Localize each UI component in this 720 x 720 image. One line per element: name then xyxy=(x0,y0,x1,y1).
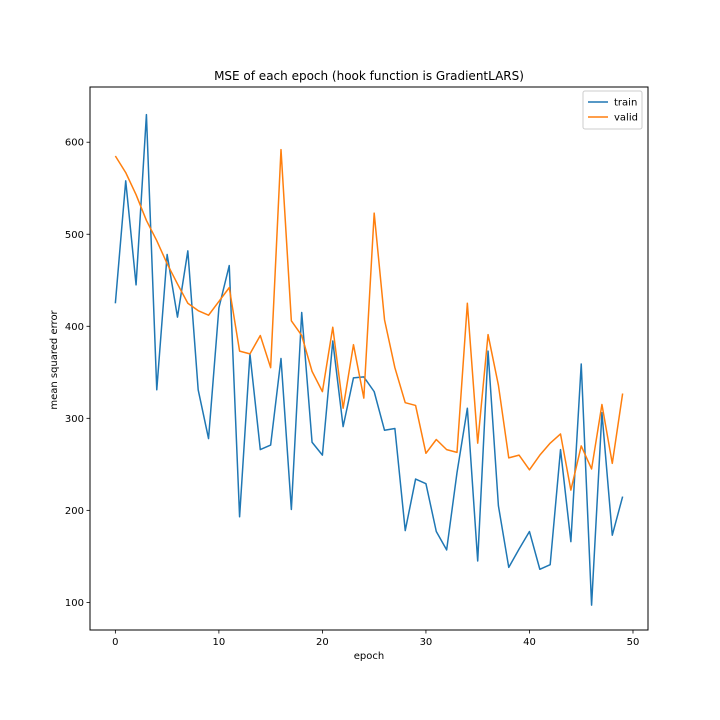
x-tick-label: 20 xyxy=(316,637,329,648)
y-tick-label: 300 xyxy=(65,414,84,425)
x-tick-label: 10 xyxy=(213,637,226,648)
x-tick-label: 40 xyxy=(523,637,536,648)
y-tick-label: 600 xyxy=(65,138,84,149)
legend-box xyxy=(582,90,643,130)
y-tick-label: 500 xyxy=(65,230,84,241)
legend-label-valid: valid xyxy=(614,113,638,124)
plot-frame xyxy=(89,86,649,631)
series-line-valid xyxy=(114,148,624,491)
x-tick-label: 0 xyxy=(112,637,118,648)
legend-label-train: train xyxy=(614,98,637,109)
y-axis-label: mean squared error xyxy=(49,309,60,409)
x-tick-label: 50 xyxy=(627,637,640,648)
y-tick-label: 200 xyxy=(65,506,84,517)
x-axis-label: epoch xyxy=(354,651,384,662)
plot-area: 0 10 20 30 40 50 100 200 300 400 500 600 train valid xyxy=(65,86,649,648)
chart-title: MSE of each epoch (hook function is Grad… xyxy=(214,69,524,83)
x-tick-label: 30 xyxy=(420,637,433,648)
y-tick-label: 100 xyxy=(65,598,84,609)
series-line-train xyxy=(114,113,624,606)
y-tick-label: 400 xyxy=(65,322,84,333)
